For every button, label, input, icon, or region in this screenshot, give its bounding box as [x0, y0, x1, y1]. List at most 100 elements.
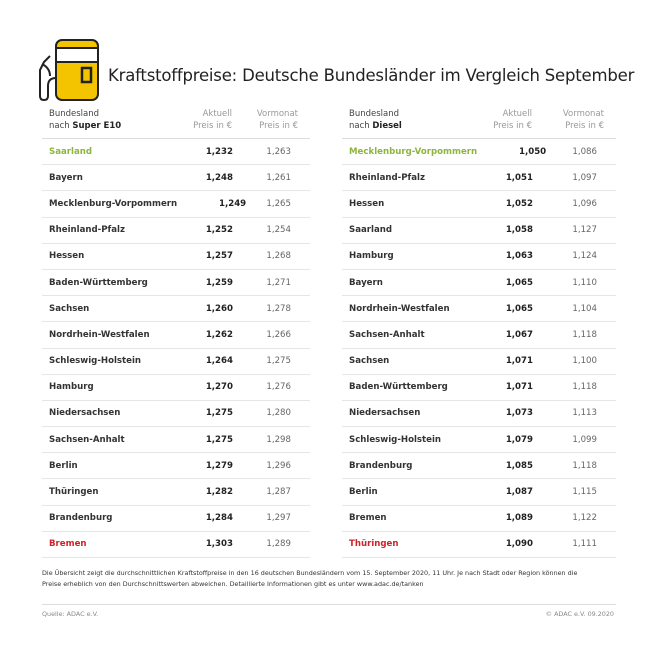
previous-price: 1,115 [572, 487, 597, 498]
current-price: 1,090 [505, 539, 533, 550]
col-previous-header: Vormonat Preis in € [562, 109, 604, 131]
table-header: Bundesland nach Diesel Aktuell Preis in € … [342, 108, 616, 139]
state-name: Sachsen [349, 356, 390, 367]
state-name: Nordrhein-Westfalen [49, 329, 150, 340]
current-price: 1,065 [505, 277, 533, 288]
current-price: 1,063 [505, 251, 533, 262]
previous-price: 1,296 [266, 460, 291, 471]
state-name: Sachsen-Anhalt [49, 434, 125, 445]
current-price: 1,073 [505, 408, 533, 419]
previous-price: 1,111 [572, 539, 597, 550]
table-row: Bremen 1,089 1,122 [342, 506, 616, 532]
col-current-header: Aktuell Preis in € [193, 109, 232, 131]
previous-price: 1,289 [266, 539, 291, 550]
table-row: Mecklenburg-Vorpommern 1,050 1,086 [342, 139, 616, 166]
state-name: Niedersachsen [349, 408, 421, 419]
table-row: Sachsen-Anhalt 1,275 1,298 [42, 427, 310, 454]
current-price: 1,264 [205, 356, 233, 367]
table-row: Niedersachsen 1,275 1,280 [42, 401, 310, 428]
table-row: Sachsen-Anhalt 1,067 1,118 [342, 322, 616, 349]
state-name: Mecklenburg-Vorpommern [349, 146, 478, 157]
state-name: Berlin [349, 487, 378, 498]
current-price: 1,257 [205, 251, 233, 262]
current-price: 1,051 [505, 172, 533, 183]
current-price: 1,275 [205, 434, 233, 445]
previous-price: 1,298 [266, 434, 291, 445]
table-row: Thüringen 1,090 1,111 [342, 532, 616, 558]
state-name: Bayern [49, 172, 83, 183]
state-name: Schleswig-Holstein [49, 356, 142, 367]
table-row: Schleswig-Holstein 1,079 1,099 [342, 427, 616, 454]
table-row: Schleswig-Holstein 1,264 1,275 [42, 349, 310, 375]
table-row: Bayern 1,065 1,110 [342, 270, 616, 297]
previous-price: 1,266 [266, 329, 291, 340]
table-row: Niedersachsen 1,073 1,113 [342, 401, 616, 428]
state-name: Brandenburg [49, 513, 113, 524]
table-row: Thüringen 1,282 1,287 [42, 479, 310, 506]
table-row: Bremen 1,303 1,289 [42, 532, 310, 558]
current-price: 1,232 [205, 146, 233, 157]
col-state-header: Bundesland nach Diesel [349, 109, 402, 131]
current-price: 1,089 [505, 513, 533, 524]
copyright-label: © ADAC e.V. 09.2020 [545, 610, 614, 618]
page-title: Kraftstoffpreise: Deutsche Bundesländer … [108, 66, 635, 85]
table-row: Nordrhein-Westfalen 1,065 1,104 [342, 296, 616, 323]
previous-price: 1,271 [266, 277, 291, 288]
previous-price: 1,097 [572, 172, 597, 183]
col-previous-header: Vormonat Preis in € [256, 109, 298, 131]
state-name: Bayern [349, 277, 383, 288]
table-row: Sachsen 1,071 1,100 [342, 349, 616, 375]
state-name: Hamburg [49, 382, 94, 393]
previous-price: 1,254 [266, 225, 291, 236]
previous-price: 1,261 [266, 172, 291, 183]
table-row: Bayern 1,248 1,261 [42, 165, 310, 192]
previous-price: 1,099 [572, 434, 597, 445]
previous-price: 1,118 [572, 329, 597, 340]
table-header: Bundesland nach Super E10 Aktuell Preis in… [42, 108, 310, 139]
super-e10-table: Bundesland nach Super E10 Aktuell Preis in… [42, 108, 310, 558]
previous-price: 1,113 [572, 408, 597, 419]
previous-price: 1,263 [266, 146, 291, 157]
state-name: Hessen [49, 251, 85, 262]
previous-price: 1,122 [572, 513, 597, 524]
state-name: Nordrhein-Westfalen [349, 303, 450, 314]
table-row: Hessen 1,052 1,096 [342, 191, 616, 218]
current-price: 1,259 [205, 277, 233, 288]
previous-price: 1,278 [266, 303, 291, 314]
state-name: Mecklenburg-Vorpommern [49, 198, 178, 209]
current-price: 1,248 [205, 172, 233, 183]
state-name: Rheinland-Pfalz [349, 172, 425, 183]
current-price: 1,282 [205, 487, 233, 498]
state-name: Rheinland-Pfalz [49, 225, 125, 236]
footnote: Die Übersicht zeigt die durchschnittlich… [42, 569, 578, 588]
current-price: 1,303 [205, 539, 233, 550]
previous-price: 1,118 [572, 382, 597, 393]
previous-price: 1,265 [266, 198, 291, 209]
previous-price: 1,297 [266, 513, 291, 524]
table-row: Hessen 1,257 1,268 [42, 244, 310, 270]
table-row: Baden-Württemberg 1,259 1,271 [42, 270, 310, 297]
state-name: Sachsen [49, 303, 90, 314]
table-row: Nordrhein-Westfalen 1,262 1,266 [42, 322, 310, 349]
diesel-table: Bundesland nach Diesel Aktuell Preis in € … [342, 108, 616, 558]
table-row: Saarland 1,058 1,127 [342, 218, 616, 244]
previous-price: 1,276 [266, 382, 291, 393]
state-name: Bremen [349, 513, 387, 524]
previous-price: 1,110 [572, 277, 597, 288]
table-row: Berlin 1,279 1,296 [42, 453, 310, 480]
previous-price: 1,127 [572, 225, 597, 236]
current-price: 1,079 [505, 434, 533, 445]
current-price: 1,050 [518, 146, 547, 157]
table-row: Saarland 1,232 1,263 [42, 139, 310, 166]
state-name: Sachsen-Anhalt [349, 329, 425, 340]
current-price: 1,071 [505, 382, 533, 393]
table-row: Berlin 1,087 1,115 [342, 479, 616, 506]
state-name: Niedersachsen [49, 408, 121, 419]
current-price: 1,252 [205, 225, 233, 236]
table-row: Baden-Württemberg 1,071 1,118 [342, 375, 616, 401]
previous-price: 1,280 [266, 408, 291, 419]
current-price: 1,085 [505, 460, 533, 471]
state-name: Saarland [349, 225, 393, 236]
state-name: Hamburg [349, 251, 394, 262]
previous-price: 1,268 [266, 251, 291, 262]
